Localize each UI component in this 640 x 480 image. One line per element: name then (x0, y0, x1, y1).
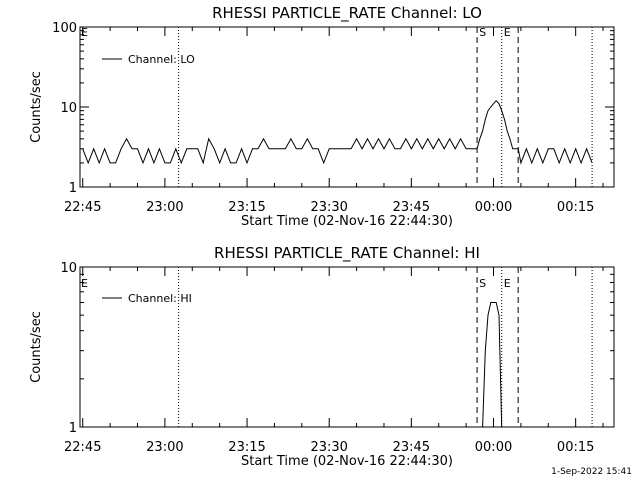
x-tick-label: 23:45 (393, 200, 430, 215)
marker-label: E (504, 26, 511, 39)
marker-label: E (504, 277, 511, 290)
marker-label: S (479, 26, 486, 39)
plot-frame (79, 26, 615, 188)
y-tick-label: 1 (69, 421, 77, 436)
plot-frame (79, 266, 615, 428)
marker-label: S (479, 277, 486, 290)
chart-panel-lo: RHESSI PARTICLE_RATE Channel: LO Counts/s… (29, 4, 615, 229)
x-tick-label: 00:00 (475, 440, 512, 455)
series-line (482, 302, 503, 428)
chart-panel-hi: RHESSI PARTICLE_RATE Channel: HI Counts/s… (29, 244, 615, 469)
x-tick-label: 00:15 (557, 440, 594, 455)
chart-title: RHESSI PARTICLE_RATE Channel: LO (212, 4, 482, 23)
y-tick-label: 10 (60, 261, 77, 276)
x-tick-label: 23:00 (146, 440, 183, 455)
y-tick-label: 100 (52, 21, 77, 36)
y-tick-label: 10 (60, 101, 77, 116)
legend-label: Channel: LO (128, 53, 195, 66)
marker-label: E (81, 26, 88, 39)
x-tick-label: 23:15 (228, 200, 265, 215)
x-tick-label: 23:30 (310, 440, 347, 455)
y-tick-label: 1 (69, 181, 77, 196)
plot-timestamp: 1-Sep-2022 15:41 (551, 467, 632, 477)
x-tick-label: 22:45 (64, 200, 101, 215)
x-axis-label: Start Time (02-Nov-16 22:44:30) (241, 454, 453, 469)
y-axis-label: Counts/sec (29, 71, 44, 143)
x-axis-label: Start Time (02-Nov-16 22:44:30) (241, 214, 453, 229)
y-axis-label: Counts/sec (29, 311, 44, 383)
x-tick-label: 22:45 (64, 440, 101, 455)
marker-label: E (81, 277, 88, 290)
series-line (82, 99, 593, 165)
legend-label: Channel: HI (128, 292, 192, 305)
x-tick-label: 23:45 (393, 440, 430, 455)
chart-title: RHESSI PARTICLE_RATE Channel: HI (214, 244, 480, 263)
x-tick-label: 23:15 (228, 440, 265, 455)
x-tick-label: 00:00 (475, 200, 512, 215)
x-tick-label: 00:15 (557, 200, 594, 215)
x-tick-label: 23:30 (310, 200, 347, 215)
x-tick-label: 23:00 (146, 200, 183, 215)
